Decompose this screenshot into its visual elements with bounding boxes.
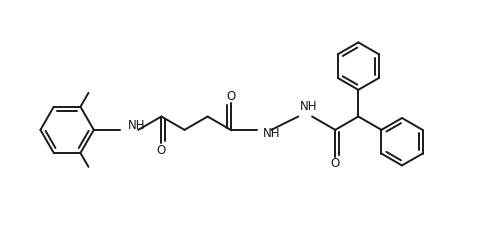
- Text: NH: NH: [263, 127, 281, 140]
- Text: NH: NH: [127, 119, 145, 132]
- Text: O: O: [330, 157, 340, 170]
- Text: NH: NH: [300, 100, 318, 113]
- Text: O: O: [157, 144, 166, 157]
- Text: O: O: [226, 90, 235, 103]
